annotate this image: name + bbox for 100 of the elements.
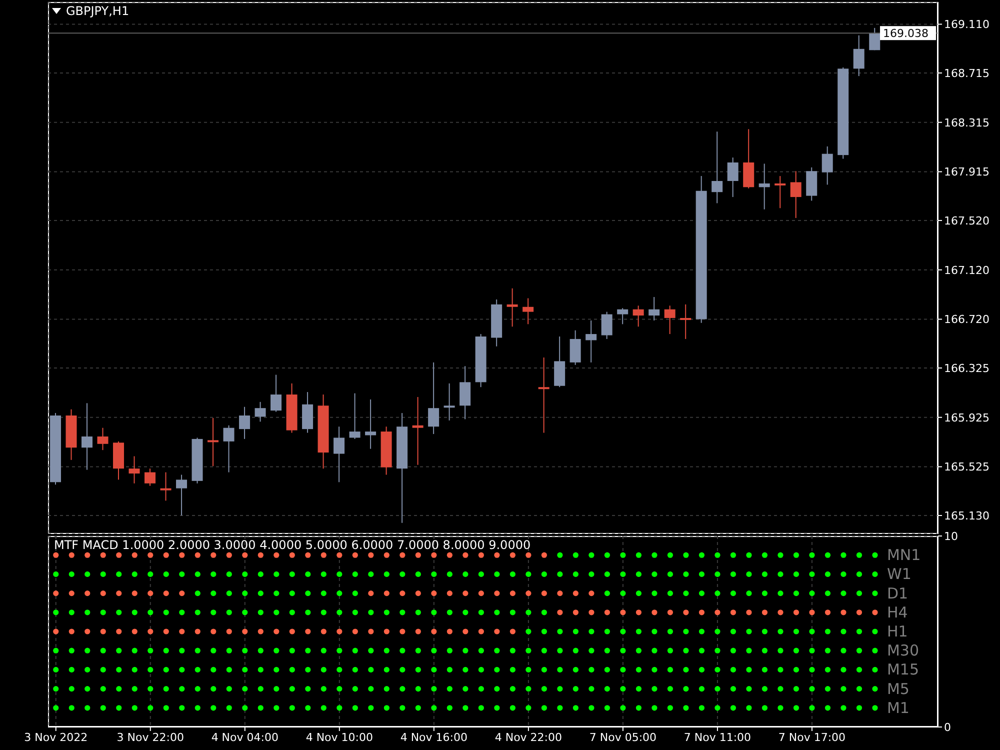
- point: [68, 666, 74, 672]
- point: [762, 666, 768, 672]
- point: [588, 648, 594, 654]
- point: [53, 666, 59, 672]
- point: [336, 686, 342, 692]
- point: [53, 610, 59, 616]
- point: [289, 590, 295, 596]
- point: [179, 666, 185, 672]
- point: [415, 628, 421, 634]
- point: [242, 590, 248, 596]
- point: [620, 590, 626, 596]
- point: [68, 571, 74, 577]
- y-tick-label: 165.525: [944, 460, 990, 474]
- point: [478, 666, 484, 672]
- point: [793, 590, 800, 596]
- point: [148, 686, 154, 692]
- series-label: W1: [886, 565, 912, 584]
- x-tick-label: 3 Nov 22:00: [116, 730, 184, 744]
- point: [856, 648, 862, 654]
- point: [730, 666, 736, 672]
- point: [274, 686, 280, 692]
- point: [116, 628, 122, 634]
- candlestick: [632, 305, 644, 328]
- candlestick: [270, 374, 282, 412]
- point: [588, 666, 594, 672]
- point: [320, 628, 326, 634]
- point: [368, 648, 374, 654]
- point: [100, 666, 106, 672]
- point: [400, 648, 406, 654]
- series-label: M5: [886, 680, 910, 698]
- point: [572, 571, 578, 577]
- point: [163, 686, 169, 692]
- point: [652, 571, 658, 577]
- point: [320, 686, 326, 692]
- point: [68, 648, 74, 654]
- point: [336, 628, 342, 634]
- point: [194, 628, 200, 634]
- point: [572, 705, 578, 711]
- point: [242, 686, 248, 692]
- point: [840, 686, 846, 692]
- point: [53, 705, 59, 711]
- point: [258, 610, 264, 616]
- point: [242, 552, 248, 558]
- point: [148, 552, 154, 558]
- point: [226, 686, 232, 692]
- point: [730, 686, 736, 692]
- point: [667, 686, 674, 692]
- point: [778, 705, 784, 711]
- point: [68, 628, 74, 634]
- point: [274, 628, 280, 634]
- point: [400, 571, 406, 577]
- point: [510, 705, 516, 711]
- point: [400, 705, 406, 711]
- point: [431, 610, 437, 616]
- point: [258, 571, 264, 577]
- point: [698, 666, 705, 672]
- point: [604, 648, 610, 654]
- candlestick: [97, 427, 108, 451]
- point: [320, 705, 326, 711]
- point: [510, 610, 516, 616]
- point: [148, 705, 154, 711]
- point: [210, 571, 216, 577]
- point: [698, 590, 705, 596]
- point: [84, 705, 90, 711]
- point: [746, 590, 752, 596]
- point: [431, 686, 437, 692]
- point: [242, 610, 248, 616]
- point: [384, 610, 390, 616]
- point: [714, 571, 720, 577]
- x-tick-label: 7 Nov 11:00: [684, 730, 752, 744]
- point: [462, 666, 468, 672]
- point: [478, 686, 484, 692]
- candlestick: [822, 146, 833, 186]
- point: [53, 552, 59, 558]
- point: [116, 686, 122, 692]
- candlestick: [208, 417, 219, 467]
- point: [305, 552, 311, 558]
- point: [336, 610, 342, 616]
- point: [620, 705, 626, 711]
- point: [242, 648, 248, 654]
- point: [384, 686, 390, 692]
- point: [84, 552, 90, 558]
- point: [415, 571, 421, 577]
- point: [415, 686, 421, 692]
- point: [446, 648, 452, 654]
- point: [336, 552, 342, 558]
- point: [494, 628, 500, 634]
- ref-line-label: 169.038: [883, 27, 928, 40]
- point: [840, 666, 846, 672]
- point: [289, 552, 295, 558]
- point: [840, 705, 846, 711]
- point: [53, 628, 59, 634]
- point: [305, 571, 311, 577]
- point: [652, 686, 658, 692]
- point: [132, 666, 138, 672]
- candlestick: [601, 311, 612, 340]
- point: [824, 705, 831, 711]
- point: [856, 571, 862, 577]
- point: [100, 571, 106, 577]
- point: [526, 610, 532, 616]
